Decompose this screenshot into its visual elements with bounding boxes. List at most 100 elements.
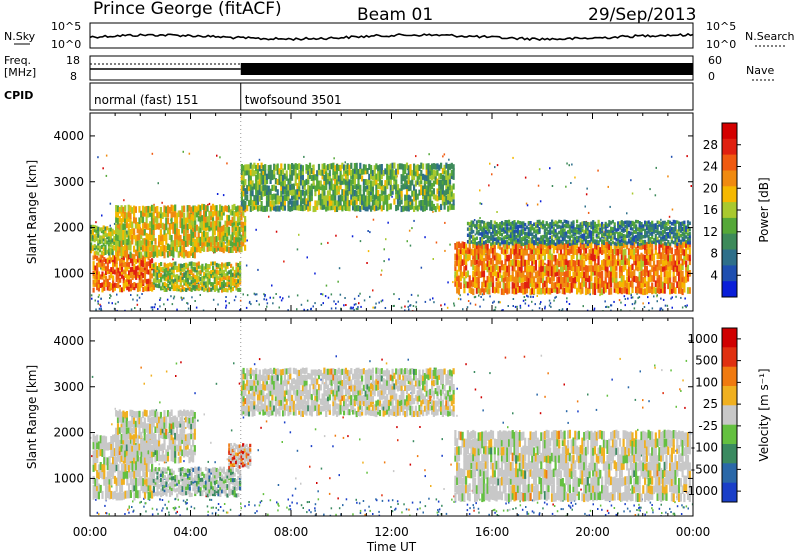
power-echo-cell — [138, 228, 141, 235]
power-echo-cell — [101, 265, 104, 271]
power-echo-cell — [618, 280, 622, 288]
power-echo-cell — [230, 288, 233, 293]
power-echo-cell — [181, 278, 184, 283]
power-noise-cell — [188, 152, 191, 155]
power-echo-cell — [271, 198, 274, 205]
power-echo-cell — [181, 285, 184, 290]
power-echo-cell — [567, 241, 570, 248]
power-echo-cell — [133, 273, 136, 279]
power-echo-cell — [395, 185, 398, 192]
power-echo-cell — [570, 239, 573, 244]
power-echo-cell — [577, 238, 580, 243]
velocity-noise-cell — [637, 428, 639, 431]
power-echo-cell — [627, 282, 631, 289]
power-echo-cell — [362, 164, 365, 171]
power-echo-cell — [631, 275, 634, 282]
power-echo-cell — [504, 258, 507, 265]
power-echo-cell — [287, 184, 290, 191]
power-echo-cell — [283, 188, 286, 195]
power-echo-cell — [170, 235, 173, 242]
power-noise-cell — [372, 218, 375, 221]
power-echo-cell — [303, 204, 306, 211]
power-echo-cell — [301, 174, 304, 181]
power-echo-cell — [511, 232, 514, 236]
power-echo-cell — [644, 239, 647, 244]
power-echo-cell — [517, 220, 520, 224]
power-echo-cell — [215, 211, 218, 218]
power-echo-cell — [116, 249, 120, 257]
power-clutter-cell — [553, 299, 555, 302]
power-noise-cell — [171, 303, 174, 306]
power-echo-cell — [368, 203, 371, 210]
power-echo-cell — [545, 269, 548, 276]
power-noise-cell — [226, 162, 228, 165]
power-echo-cell — [380, 168, 383, 175]
power-echo-cell — [456, 247, 459, 255]
power-echo-cell — [509, 275, 512, 282]
power-echo-cell — [159, 207, 162, 214]
power-noise-cell — [157, 182, 159, 185]
power-clutter-cell — [613, 300, 615, 303]
power-echo-cell — [230, 285, 233, 290]
power-echo-cell — [133, 245, 136, 253]
power-echo-cell — [423, 174, 426, 181]
power-echo-cell — [676, 258, 679, 266]
power-echo-cell — [174, 261, 177, 266]
power-echo-cell — [156, 211, 159, 218]
power-echo-cell — [465, 271, 468, 279]
power-echo-cell — [595, 247, 598, 254]
velocity-noise-cell — [430, 485, 432, 487]
power-echo-cell — [244, 200, 247, 207]
power-echo-cell — [434, 170, 437, 177]
power-echo-cell — [670, 227, 673, 231]
power-noise-cell — [496, 164, 499, 167]
power-echo-cell — [238, 219, 241, 226]
power-echo-cell — [163, 210, 166, 218]
power-echo-cell — [420, 178, 423, 185]
power-ytick-label: 1000 — [53, 266, 84, 280]
power-echo-cell — [167, 263, 170, 268]
power-echo-cell — [409, 198, 412, 205]
power-echo-cell — [610, 242, 613, 246]
power-echo-cell — [595, 239, 598, 243]
power-echo-cell — [667, 227, 670, 231]
velocity-noise-cell — [392, 470, 395, 473]
power-echo-cell — [438, 205, 441, 212]
power-echo-cell — [670, 238, 673, 243]
power-echo-cell — [170, 281, 173, 286]
power-clutter-cell — [181, 298, 183, 301]
power-colorbar-tick-label: 8 — [710, 247, 718, 261]
power-echo-cell — [457, 241, 461, 249]
power-echo-cell — [183, 239, 186, 246]
power-echo-cell — [583, 236, 586, 240]
power-echo-cell — [413, 195, 416, 202]
power-echo-cell — [298, 185, 301, 192]
power-echo-cell — [213, 229, 216, 236]
power-echo-cell — [661, 233, 665, 237]
power-echo-cell — [393, 162, 396, 169]
power-echo-cell — [635, 246, 638, 254]
power-echo-cell — [686, 254, 690, 261]
power-noise-cell — [489, 162, 491, 165]
power-echo-cell — [686, 275, 690, 282]
power-clutter-cell — [272, 296, 275, 299]
power-echo-cell — [483, 228, 486, 232]
power-echo-cell — [128, 254, 131, 260]
power-echo-cell — [117, 283, 120, 289]
power-echo-cell — [122, 233, 125, 241]
power-echo-cell — [620, 265, 623, 273]
power-echo-cell — [561, 230, 564, 235]
power-echo-cell — [310, 189, 313, 196]
power-clutter-cell — [159, 297, 162, 300]
power-echo-cell — [142, 273, 145, 278]
power-echo-cell — [640, 222, 643, 226]
power-clutter-cell — [671, 296, 673, 299]
power-echo-cell — [676, 220, 679, 224]
power-echo-cell — [119, 277, 122, 283]
power-echo-cell — [186, 280, 190, 285]
power-clutter-cell — [124, 309, 126, 311]
power-echo-cell — [125, 212, 128, 219]
power-echo-cell — [656, 271, 659, 279]
power-echo-cell — [161, 240, 164, 247]
power-echo-cell — [348, 205, 351, 212]
